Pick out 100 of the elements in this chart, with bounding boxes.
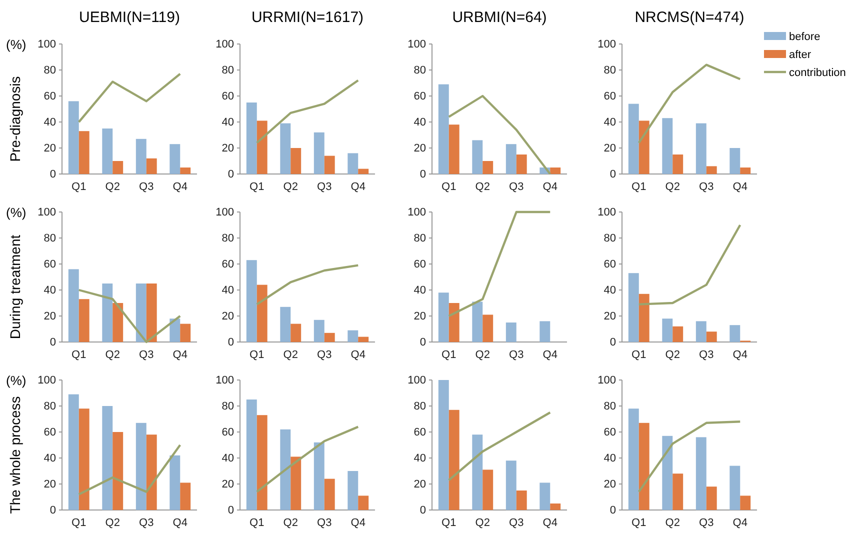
bar (482, 470, 494, 510)
x-tick-label: Q3 (317, 517, 332, 530)
line-series (256, 79, 360, 144)
x-tick-label: Q2 (105, 517, 120, 530)
bar (348, 471, 358, 510)
x-tick-label: Q1 (442, 517, 456, 530)
y-tick-label: 40 (44, 452, 56, 465)
y-tick-label: 60 (604, 90, 616, 103)
y-tick-label: 80 (222, 64, 234, 77)
y-tick-label: 20 (222, 478, 234, 491)
bar (246, 400, 257, 510)
bar (506, 322, 516, 342)
x-tick-label: Q4 (350, 517, 366, 530)
y-axis-title: Pre-diagnosis (7, 76, 23, 162)
y-tick-label: 20 (604, 142, 616, 155)
y-tick-label: 100 (408, 374, 426, 387)
x-tick-label: Q1 (442, 349, 456, 362)
y-tick-label: 20 (604, 310, 616, 323)
bar (516, 490, 527, 510)
bar (672, 154, 684, 174)
x-tick-label: Q3 (317, 349, 332, 362)
x-tick-label: Q1 (250, 181, 264, 194)
y-tick-label: 20 (414, 310, 426, 323)
y-tick-label: 60 (222, 90, 234, 103)
y-tick-label: 0 (50, 168, 56, 181)
y-tick-label: 80 (222, 400, 234, 413)
bar (314, 442, 324, 510)
x-tick-label: Q1 (72, 181, 86, 194)
y-tick-label: 40 (414, 284, 426, 297)
x-tick-label: Q2 (665, 517, 680, 530)
bar (438, 380, 449, 510)
line-series (78, 288, 182, 344)
bar (348, 330, 358, 342)
y-tick-label: 40 (414, 452, 426, 465)
y-tick-label: 20 (44, 310, 56, 323)
x-tick-label: Q1 (632, 349, 646, 362)
bar (290, 148, 302, 174)
y-tick-label: 80 (604, 232, 616, 245)
bar (112, 303, 124, 342)
bar (324, 156, 335, 174)
bar (696, 437, 706, 510)
y-tick-label: 20 (44, 478, 56, 491)
bar (324, 478, 335, 510)
x-tick-label: Q1 (72, 517, 86, 530)
bar (290, 456, 302, 510)
x-tick-label: Q1 (250, 517, 264, 530)
bar (706, 486, 717, 510)
line-series (638, 64, 742, 144)
bar (438, 292, 449, 342)
y-tick-label: 100 (598, 374, 616, 387)
y-tick-label: 80 (414, 64, 426, 77)
bar (102, 406, 113, 510)
y-tick-label: 40 (222, 452, 234, 465)
bar (68, 269, 79, 342)
bar (180, 168, 191, 174)
bar (180, 324, 191, 342)
bar (540, 482, 550, 510)
bar (662, 318, 673, 342)
x-tick-label: Q4 (732, 181, 748, 194)
bar (246, 260, 257, 342)
y-tick-label: 20 (222, 142, 234, 155)
chart-title: UEBMI(N=119) (78, 9, 180, 26)
y-tick-label: 60 (414, 426, 426, 439)
y-tick-label: 100 (216, 374, 234, 387)
bar (314, 320, 324, 342)
bar (672, 474, 684, 510)
bar (256, 120, 268, 174)
x-tick-label: Q4 (350, 349, 366, 362)
x-tick-label: Q1 (632, 181, 646, 194)
bar (290, 324, 302, 342)
y-tick-label: 80 (44, 64, 56, 77)
y-tick-label: 100 (598, 206, 616, 219)
y-tick-label: 100 (38, 206, 56, 219)
bar (472, 434, 483, 510)
bar (280, 123, 291, 174)
legend-label: after (789, 49, 812, 61)
y-tick-label: 60 (604, 258, 616, 271)
x-tick-label: Q4 (542, 181, 558, 194)
bar (256, 415, 268, 510)
x-tick-label: Q3 (509, 349, 524, 362)
bar (146, 158, 157, 174)
y-tick-label: 40 (604, 116, 616, 129)
x-tick-label: Q3 (139, 517, 154, 530)
bar (102, 284, 113, 342)
bar (358, 336, 369, 342)
y-tick-label: 60 (414, 258, 426, 271)
x-tick-label: Q4 (172, 181, 188, 194)
y-tick-label: 40 (604, 452, 616, 465)
x-tick-label: Q3 (139, 181, 154, 194)
x-tick-label: Q3 (699, 349, 714, 362)
y-tick-label: 60 (222, 258, 234, 271)
x-tick-label: Q2 (475, 349, 490, 362)
legend-label: before (789, 31, 820, 43)
bar (246, 102, 257, 174)
bar (638, 422, 650, 510)
bar (638, 294, 650, 342)
line-series (78, 444, 182, 496)
x-tick-label: Q4 (172, 517, 188, 530)
bar (448, 124, 460, 174)
y-tick-label: 40 (604, 284, 616, 297)
